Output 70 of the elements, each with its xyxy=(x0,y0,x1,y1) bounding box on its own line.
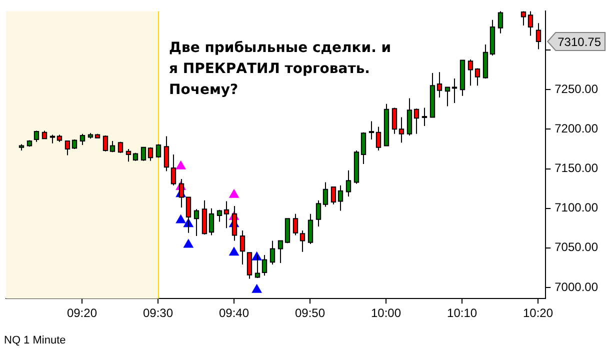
candlestick xyxy=(240,230,246,266)
candlestick xyxy=(406,98,412,136)
candlestick xyxy=(422,107,428,126)
candlestick xyxy=(278,240,284,264)
point xyxy=(229,189,239,198)
candlestick xyxy=(208,208,214,236)
candlestick xyxy=(262,254,268,276)
candlestick xyxy=(126,148,132,162)
candlestick xyxy=(392,107,398,134)
candlestick xyxy=(322,182,328,208)
y-tick-label: 7100.00 xyxy=(554,200,598,215)
x-tick-label: 10:20 xyxy=(522,306,554,320)
candlestick xyxy=(284,218,290,244)
candlestick xyxy=(270,240,276,266)
candlestick xyxy=(468,58,474,86)
text: 7310.75 xyxy=(558,34,602,49)
x-tick-label: 10:00 xyxy=(370,306,402,320)
candlestick xyxy=(338,184,344,212)
y-tick-label: 7200.00 xyxy=(554,121,598,136)
candlestick xyxy=(224,200,230,229)
candlestick xyxy=(452,78,458,104)
x-tick-label: 10:10 xyxy=(447,306,478,320)
candlestick xyxy=(436,72,442,98)
x-tick-label: 09:20 xyxy=(66,306,98,320)
y-tick-label: 7150.00 xyxy=(554,161,598,176)
candlestick xyxy=(170,154,176,186)
candlestick xyxy=(360,132,366,165)
candlestick xyxy=(140,146,146,162)
candlestick xyxy=(414,108,420,134)
candlestick xyxy=(246,252,252,280)
candlestick xyxy=(164,136,170,172)
candlestick xyxy=(330,186,336,205)
point xyxy=(176,160,186,170)
candlestick xyxy=(300,230,306,252)
point xyxy=(184,239,194,248)
candlestick xyxy=(520,10,526,26)
candlestick xyxy=(536,22,542,50)
point xyxy=(176,214,186,224)
candlestick xyxy=(156,144,162,158)
candlestick xyxy=(398,116,404,144)
candlestick xyxy=(292,213,298,236)
x-tick-label: 09:50 xyxy=(294,306,326,320)
candlestick xyxy=(376,126,382,152)
candlestick xyxy=(186,196,192,234)
candlestick xyxy=(178,178,184,208)
text: NQ 1 Minute xyxy=(4,334,66,347)
annotation: Две прибыльные сделки. и я ПРЕКРАТИЛ торговать. Почему? xyxy=(169,40,392,98)
candlestick xyxy=(72,138,78,150)
candlestick xyxy=(528,10,534,36)
candlestick xyxy=(368,120,374,140)
candlestick xyxy=(148,146,154,162)
y-tick-label: 7000.00 xyxy=(554,280,598,294)
x-tick-label: 09:40 xyxy=(219,306,250,320)
candlestick xyxy=(498,10,504,34)
candlestick xyxy=(80,133,86,146)
candlestick xyxy=(232,205,238,242)
candlestick xyxy=(64,140,70,156)
candlestick xyxy=(346,170,352,197)
candlestick xyxy=(254,254,260,279)
candlestick xyxy=(444,86,450,107)
candlestick xyxy=(194,208,200,237)
point xyxy=(252,284,262,293)
x-tick-label: 09:30 xyxy=(142,306,174,320)
candlestick xyxy=(308,213,314,244)
y-tick-label: 7250.00 xyxy=(554,82,598,96)
candlestick xyxy=(474,68,480,86)
y-tick-label: 7050.00 xyxy=(554,240,598,254)
point xyxy=(229,247,239,256)
candlestick xyxy=(316,200,322,228)
candlestick xyxy=(102,135,108,152)
